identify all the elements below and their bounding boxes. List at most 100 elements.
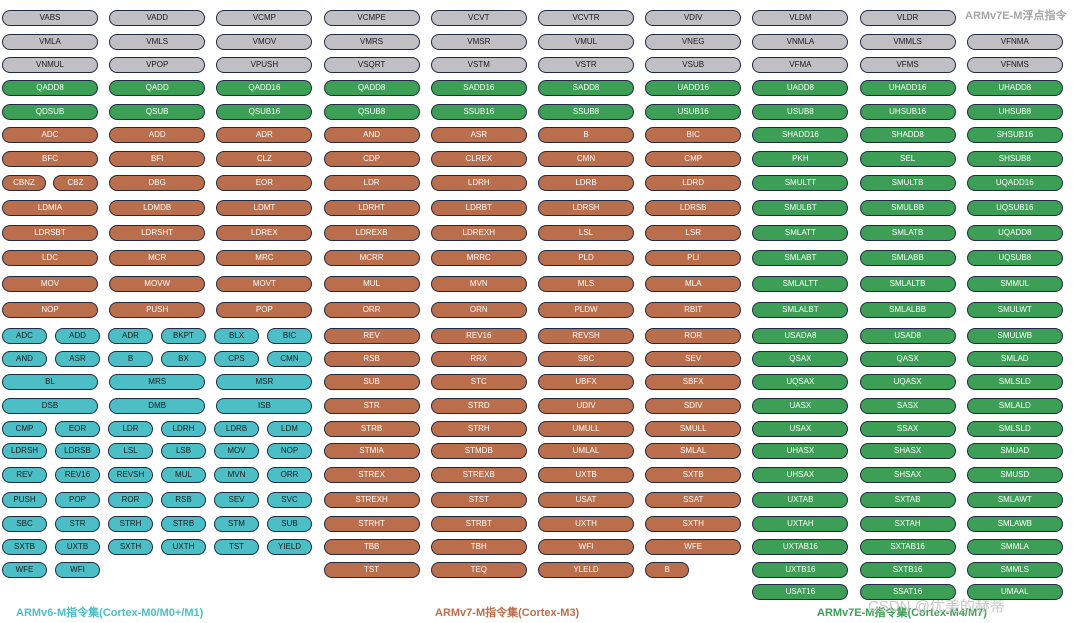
v6m-instr-bkpt: BKPT xyxy=(161,328,206,344)
v7em-instr-uqadd16: UQADD16 xyxy=(966,175,1063,191)
v7m-instr-yleld: YLELD xyxy=(538,562,634,578)
v7m-instr-adc: ADC xyxy=(2,127,98,143)
float-instr-vmls: VMLS xyxy=(109,34,206,50)
dsp-instr-qsub: QSUB xyxy=(109,104,206,120)
v6m-instr-bic: BIC xyxy=(267,328,312,344)
v7m-instr-pldw: PLDW xyxy=(538,302,634,318)
v7m-instr-smlal: SMLAL xyxy=(645,443,742,459)
v7m-instr-wfe: WFE xyxy=(645,539,742,555)
v7m-instr-stc: STC xyxy=(430,374,527,390)
v7m-instr-ldrht: LDRHT xyxy=(323,200,420,216)
v7em-instr-smmul: SMMUL xyxy=(966,276,1063,292)
v7m-instr-strb: STRB xyxy=(323,421,420,437)
v7m-instr-strbt: STRBT xyxy=(430,516,527,532)
v7em-instr-usad8: USAD8 xyxy=(859,328,956,344)
float-instr-vldr: VLDR xyxy=(859,10,956,26)
v6m-instr-revsh: REVSH xyxy=(108,467,153,483)
v6m-instr-mul: MUL xyxy=(161,467,206,483)
v6m-instr-wfe: WFE xyxy=(2,562,47,578)
v6m-instr-isb: ISB xyxy=(216,398,313,414)
v7em-instr-smlawb: SMLAWB xyxy=(966,516,1063,532)
v7m-instr-movt: MOVT xyxy=(216,276,313,292)
v7m-instr-mrc: MRC xyxy=(216,250,313,266)
v7em-instr-smulwt: SMULWT xyxy=(966,302,1063,318)
v7m-instr-dbg: DBG xyxy=(109,175,206,191)
v6m-instr-cmp: CMP xyxy=(2,421,47,437)
v7m-instr-stst: STST xyxy=(430,492,527,508)
float-instr-vstr: VSTR xyxy=(538,57,634,73)
v6m-instr-uxth: UXTH xyxy=(161,539,206,555)
v6m-instr-asr: ASR xyxy=(55,351,100,367)
v7em-instr-smlatt: SMLATT xyxy=(752,225,849,241)
float-instr-vpop: VPOP xyxy=(109,57,206,73)
v7em-instr-smusd: SMUSD xyxy=(966,467,1063,483)
v7m-instr-rev: REV xyxy=(323,328,420,344)
float-instr-vnmla: VNMLA xyxy=(752,34,849,50)
float-instr-vfnms: VFNMS xyxy=(966,57,1063,73)
float-instr-vmmls: VMMLS xyxy=(859,34,956,50)
v7m-instr-eor: EOR xyxy=(216,175,313,191)
v6m-instr-tst: TST xyxy=(214,539,259,555)
v6m-instr-strb: STRB xyxy=(161,516,206,532)
v7em-instr-shadd16: SHADD16 xyxy=(752,127,849,143)
v7em-instr-usax: USAX xyxy=(752,421,849,437)
v7em-instr-sxtab16: SXTAB16 xyxy=(859,539,956,555)
v7m-instr-ldrexh: LDREXH xyxy=(430,225,527,241)
v7m-instr-teq: TEQ xyxy=(430,562,527,578)
float-instr-vsub: VSUB xyxy=(645,57,742,73)
v7m-instr-cdp: CDP xyxy=(323,151,420,167)
float-instr-vcvt: VCVT xyxy=(430,10,527,26)
v7em-instr-shsub16: SHSUB16 xyxy=(966,127,1063,143)
float-instr-vmov: VMOV xyxy=(216,34,313,50)
v7m-instr-cmn: CMN xyxy=(538,151,634,167)
v7em-instr-sel: SEL xyxy=(859,151,956,167)
v7m-instr-mvn: MVN xyxy=(430,276,527,292)
v6m-instr-stm: STM xyxy=(214,516,259,532)
v7m-instr-ldrsh: LDRSH xyxy=(538,200,634,216)
v7m-instr-cmp: CMP xyxy=(645,151,742,167)
v7em-instr-ssax: SSAX xyxy=(859,421,956,437)
v7em-instr-ssat16: SSAT16 xyxy=(859,584,956,600)
v7em-instr-uasx: UASX xyxy=(752,398,849,414)
v7m-instr-movw: MOVW xyxy=(109,276,206,292)
v7m-instr-orr: ORR xyxy=(323,302,420,318)
float-instr-vstm: VSTM xyxy=(430,57,527,73)
v6m-instr-and: AND xyxy=(2,351,47,367)
v7m-instr-strexh: STREXH xyxy=(323,492,420,508)
dsp-instr-uhadd8: UHADD8 xyxy=(966,80,1063,96)
v7em-instr-qasx: QASX xyxy=(859,351,956,367)
v7em-instr-shsax: SHSAX xyxy=(859,467,956,483)
v7m-instr-mcr: MCR xyxy=(109,250,206,266)
v7em-instr-smultb: SMULTB xyxy=(859,175,956,191)
v7m-instr-asr: ASR xyxy=(430,127,527,143)
dsp-instr-usub8: USUB8 xyxy=(752,104,849,120)
v7em-instr-smlad: SMLAD xyxy=(966,351,1063,367)
v7em-instr-sxtb16: SXTB16 xyxy=(859,562,956,578)
v6m-instr-ldm: LDM xyxy=(267,421,312,437)
v7m-instr-tbh: TBH xyxy=(430,539,527,555)
v6m-instr-mvn: MVN xyxy=(214,467,259,483)
v7m-instr-smull: SMULL xyxy=(645,421,742,437)
v7em-instr-smlabb: SMLABB xyxy=(859,250,956,266)
v7m-instr-strht: STRHT xyxy=(323,516,420,532)
v6m-instr-rev: REV xyxy=(2,467,47,483)
v7em-instr-umaal: UMAAL xyxy=(966,584,1063,600)
float-instr-vcvtr: VCVTR xyxy=(538,10,634,26)
v7m-instr-tbb: TBB xyxy=(323,539,420,555)
v7em-instr-uxtab16: UXTAB16 xyxy=(752,539,849,555)
v7m-instr-revsh: REVSH xyxy=(538,328,634,344)
v6m-instr-ror: ROR xyxy=(108,492,153,508)
dsp-instr-sadd16: SADD16 xyxy=(430,80,527,96)
v7m-instr-ldrsbt: LDRSBT xyxy=(2,225,98,241)
v7m-instr-lsr: LSR xyxy=(645,225,742,241)
v7m-label: ARMv7-M指令集(Cortex-M3) xyxy=(435,607,580,619)
v6m-instr-add: ADD xyxy=(55,328,100,344)
v6m-instr-bx: BX xyxy=(161,351,206,367)
v7m-instr-umull: UMULL xyxy=(538,421,634,437)
v7m-instr-strd: STRD xyxy=(430,398,527,414)
float-instr-vcmpe: VCMPE xyxy=(323,10,420,26)
dsp-instr-sadd8: SADD8 xyxy=(538,80,634,96)
v7em-instr-uxtah: UXTAH xyxy=(752,516,849,532)
v7m-instr-sbfx: SBFX xyxy=(645,374,742,390)
